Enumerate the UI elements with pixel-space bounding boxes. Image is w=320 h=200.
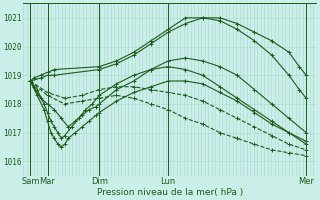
X-axis label: Pression niveau de la mer( hPa ): Pression niveau de la mer( hPa ) [97, 188, 243, 197]
